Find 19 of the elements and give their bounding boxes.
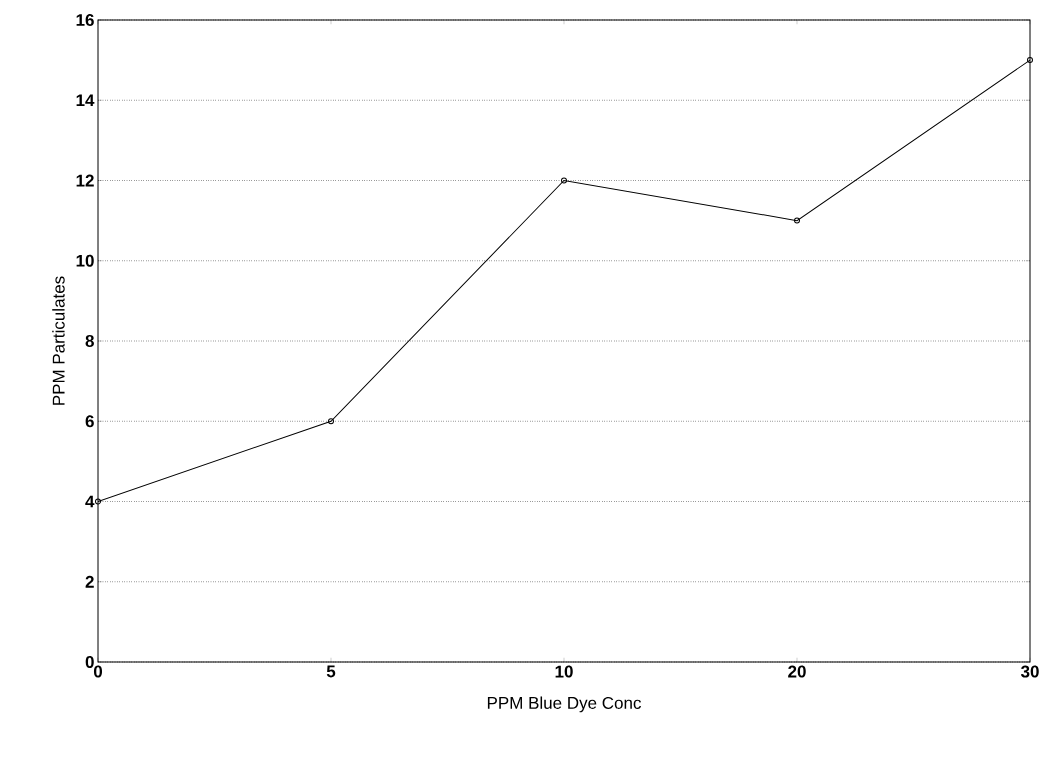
point bbox=[328, 418, 334, 425]
y-tick-label: 16 bbox=[76, 13, 94, 27]
y-axis-title: PPM Particulates bbox=[52, 276, 65, 405]
x-axis-title: PPM Blue Dye Conc bbox=[487, 696, 641, 713]
y-tick-label: 6 bbox=[85, 415, 94, 428]
x-tick-label: 5 bbox=[326, 665, 336, 678]
x-tick-label: 30 bbox=[1020, 665, 1039, 678]
y-tick-label: 14 bbox=[76, 94, 95, 107]
y-tick-label: 4 bbox=[85, 495, 95, 508]
x-tick-label: 20 bbox=[788, 665, 806, 678]
point bbox=[561, 177, 567, 184]
x-tick-label: 10 bbox=[555, 665, 573, 678]
y-tick-label: 10 bbox=[76, 254, 94, 267]
y-tick-label: 2 bbox=[85, 575, 94, 588]
point bbox=[794, 217, 800, 224]
y-tick-label: 12 bbox=[76, 174, 94, 187]
y-tick-label: 8 bbox=[85, 334, 94, 348]
y-tick-label: 0 bbox=[85, 655, 94, 669]
x-tick-label: 0 bbox=[93, 665, 103, 678]
